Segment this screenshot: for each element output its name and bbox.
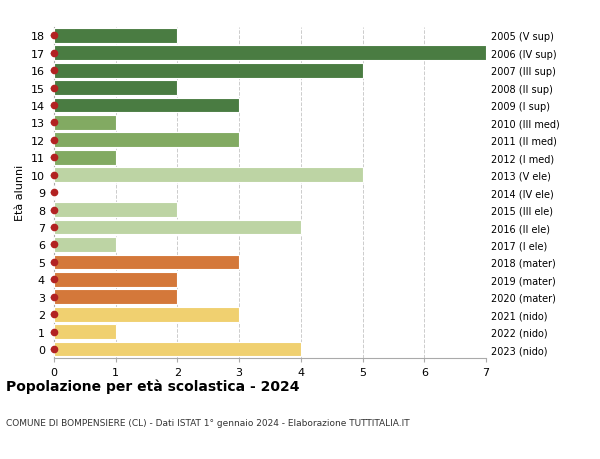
Bar [54,81,178,96]
Bar [54,203,178,218]
Bar [54,151,116,165]
Text: COMUNE DI BOMPENSIERE (CL) - Dati ISTAT 1° gennaio 2024 - Elaborazione TUTTITALI: COMUNE DI BOMPENSIERE (CL) - Dati ISTAT … [6,418,410,427]
Bar [54,98,239,113]
Bar [54,133,239,148]
Bar [54,342,301,357]
Bar [54,290,178,304]
Bar [54,272,178,287]
Y-axis label: Età alunni: Età alunni [15,165,25,221]
Bar [54,116,116,131]
Bar [54,255,239,270]
Bar [54,29,178,44]
Bar [54,220,301,235]
Bar [54,325,116,339]
Bar [54,64,362,78]
Bar [54,238,116,252]
Bar [54,46,486,61]
Bar [54,307,239,322]
Bar [54,168,362,183]
Text: Popolazione per età scolastica - 2024: Popolazione per età scolastica - 2024 [6,379,299,393]
